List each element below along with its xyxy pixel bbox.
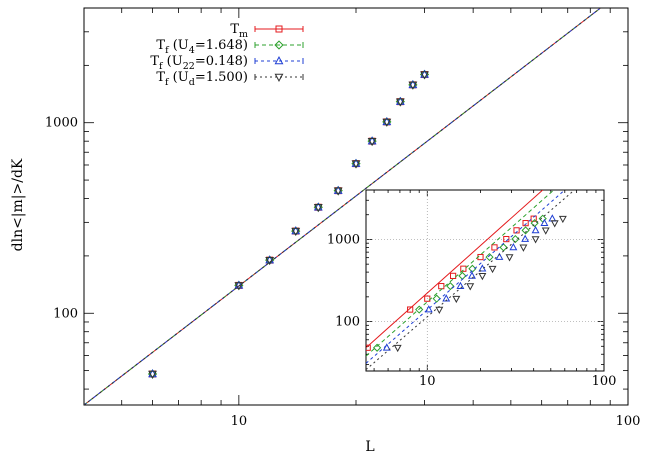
main-point-3: [234, 282, 244, 291]
legend-label-2: Tf (U22=0.148): [150, 54, 248, 72]
inset-point-0: [424, 295, 431, 302]
inset-point-0: [491, 244, 498, 251]
inset-point-3: [478, 273, 487, 281]
inset-point-1: [468, 264, 477, 273]
main-point-2: [420, 69, 429, 78]
inset-point-2: [468, 271, 476, 279]
main-y-tick-label: 1000: [45, 116, 78, 131]
main-x-tick-label: 10: [231, 414, 248, 429]
inset-point-2: [540, 218, 549, 226]
legend-marker-3: [274, 73, 284, 82]
main-point-3: [420, 71, 429, 80]
inset-y-tick-label: 1000: [327, 232, 360, 247]
main-point-3: [265, 256, 275, 266]
inset-point-1: [446, 282, 455, 291]
legend-marker-2: [274, 56, 284, 65]
inset-point-3: [519, 244, 528, 252]
inset-point-3: [488, 265, 497, 274]
inset-point-1: [521, 226, 530, 235]
main-point-2: [333, 185, 343, 194]
main-point-2: [408, 79, 418, 89]
inset-point-3: [505, 254, 514, 262]
inset-point-3: [541, 227, 550, 235]
inset-plot: 10 100 100 1000: [327, 189, 617, 389]
inset-point-2: [521, 234, 530, 242]
main-point-3: [382, 118, 392, 127]
inset-point-0: [460, 265, 467, 272]
inset-fit-line-3: [366, 190, 575, 370]
inset-point-2: [456, 281, 465, 289]
legend-label-0: Tm: [230, 22, 248, 40]
main-point-2: [382, 116, 392, 126]
x-axis-label: L: [365, 439, 374, 455]
main-point-3: [367, 137, 377, 147]
main-point-2: [313, 202, 323, 211]
main-point-2: [265, 255, 275, 264]
inset-point-0: [407, 306, 414, 313]
inset-point-1: [511, 234, 520, 244]
inset-point-1: [373, 343, 382, 352]
inset-point-0: [450, 272, 457, 279]
legend-marker-0: [275, 25, 283, 33]
y-axis-label: dln<|m|>/dK: [10, 158, 26, 251]
inset-point-3: [466, 283, 475, 291]
inset-point-3: [452, 295, 461, 304]
inset-point-1: [485, 252, 494, 262]
inset-point-2: [382, 343, 391, 351]
main-point-3: [395, 98, 405, 107]
inset-point-0: [438, 283, 445, 290]
inset-point-3: [393, 344, 402, 353]
main-point-2: [367, 136, 377, 145]
inset-fit-line-0: [366, 190, 544, 349]
main-point-3: [351, 160, 361, 169]
main-y-tick-label: 100: [53, 306, 78, 321]
main-point-3: [333, 187, 343, 196]
inset-point-3: [550, 220, 559, 228]
inset-point-3: [435, 306, 444, 314]
inset-point-2: [509, 242, 518, 251]
main-x-tick-label: 100: [616, 414, 641, 429]
inset-frame: [365, 189, 605, 372]
legend-marker-1: [274, 40, 284, 50]
main-point-2: [234, 280, 244, 289]
main-point-2: [291, 226, 301, 235]
inset-x-tick-label: 100: [592, 374, 617, 389]
main-point-3: [148, 370, 157, 379]
main-fit-line-3: [84, 8, 601, 405]
main-plot: 10 100 100 1000: [45, 7, 641, 429]
inset-point-1: [415, 305, 424, 314]
inset-point-2: [495, 252, 504, 260]
inset-point-2: [531, 225, 540, 234]
inset-y-tick-label: 100: [335, 315, 360, 330]
inset-point-2: [424, 305, 433, 313]
inset-point-3: [558, 215, 567, 224]
inset-point-0: [503, 235, 510, 243]
main-point-3: [291, 227, 301, 237]
legend-label-1: Tf (U4=1.648): [156, 38, 248, 56]
main-point-2: [395, 96, 405, 105]
inset-point-0: [366, 344, 371, 351]
main-point-2: [148, 369, 157, 378]
inset-point-0: [522, 220, 529, 227]
main-point-3: [313, 204, 323, 213]
inset-point-1: [432, 294, 441, 303]
legend-label-3: Tf (Ud=1.500): [156, 70, 248, 88]
main-point-2: [351, 158, 361, 167]
inset-point-3: [531, 236, 540, 244]
inset-x-tick-label: 10: [419, 374, 436, 389]
inset-fit-line-2: [366, 190, 566, 364]
main-point-3: [408, 81, 418, 90]
inset-point-0: [513, 227, 520, 234]
